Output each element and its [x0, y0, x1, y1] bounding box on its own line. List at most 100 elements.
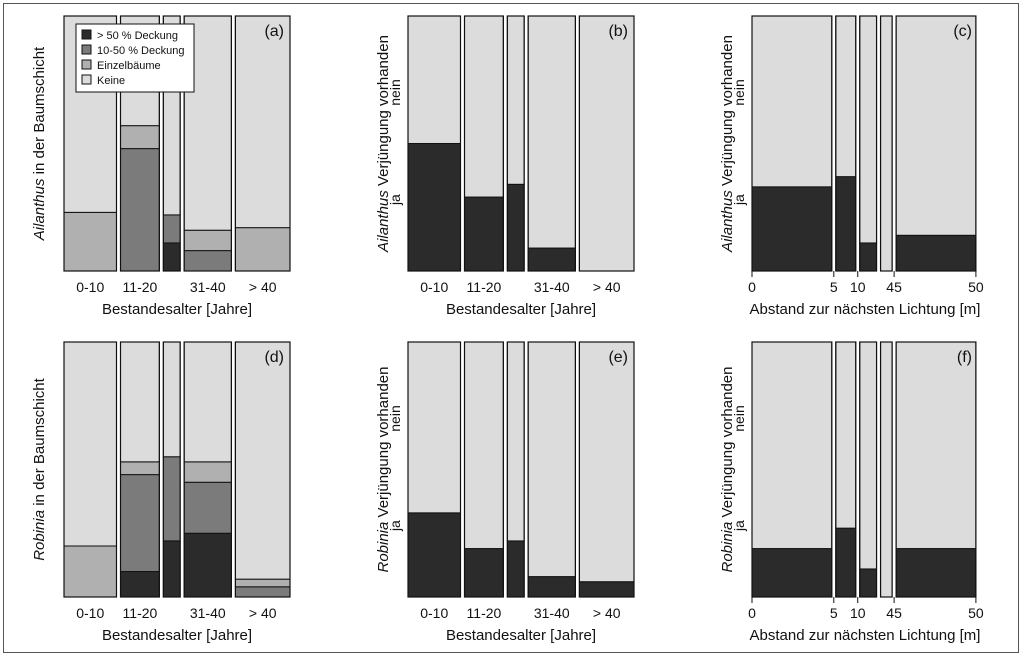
segment-d-2-d1050: [162, 456, 181, 542]
x-tick-label-e-0: 0-10: [420, 605, 448, 621]
x-tick-label-b-4: > 40: [593, 279, 621, 295]
segment-d-3-gt50: [183, 532, 232, 598]
panel-f: (f) 0 5 10 45 50 Abstand zur nächsten Lichtung…: [719, 341, 984, 644]
segment-e-3-ja: [527, 576, 576, 598]
segment-a-1-einzel: [120, 125, 160, 150]
column-outline-e-1: [463, 341, 504, 598]
segment-c-1-ja: [835, 176, 857, 272]
y-category-label-b-nein: nein: [387, 79, 403, 105]
x-tick-label-d-1: 11-20: [123, 605, 158, 621]
column-outline-b-0: [407, 15, 462, 272]
segment-a-2-d1050: [162, 214, 181, 244]
segment-d-1-keine: [120, 341, 160, 463]
panel-b: (b) 0-10 11-20 31-40 > 40 Bestandesalter [Jah…: [375, 15, 635, 318]
x-axis-title-c: Abstand zur nächsten Lichtung [m]: [750, 301, 981, 318]
x-tick-label-b-1: 11-20: [467, 279, 502, 295]
y-category-label-b-ja: ja: [387, 194, 403, 206]
column-outline-e-4: [578, 341, 635, 598]
segment-f-2-ja: [859, 568, 878, 598]
column-outline-a-2: [162, 15, 181, 272]
column-outline-b-4: [578, 15, 635, 272]
x-tick-label-a-3: 31-40: [190, 279, 226, 295]
y-axis-title-f: Robinia Verjüngung vorhanden: [719, 366, 736, 572]
segment-d-4-keine: [234, 341, 291, 580]
legend-swatch-d1050: [81, 44, 92, 55]
column-outline-a-4: [234, 15, 291, 272]
legend-label-d1050: 10-50 % Deckung: [97, 45, 184, 57]
segment-f-0-ja: [751, 548, 833, 598]
panel-d: (d) 0-10 11-20 31-40 > 40 Bestandesalter [Jah…: [31, 341, 291, 644]
segment-f-4-ja: [895, 548, 977, 598]
segment-d-3-d1050: [183, 481, 232, 534]
column-outline-c-1: [835, 15, 857, 272]
x-axis-title-b: Bestandesalter [Jahre]: [446, 301, 596, 318]
panel-label-e: (e): [608, 349, 628, 366]
column-outline-f-0: [751, 341, 833, 598]
y-axis-title-d: Robinia in der Baumschicht: [31, 377, 48, 560]
segment-d-2-gt50: [162, 540, 181, 598]
segment-e-1-nein: [464, 341, 504, 550]
y-category-label-e-nein: nein: [387, 405, 403, 431]
segment-b-0-nein: [407, 15, 461, 144]
segment-f-2-nein: [859, 341, 878, 570]
segment-e-4-nein: [578, 341, 635, 583]
segment-f-1-ja: [835, 527, 857, 598]
panel-e: (e) 0-10 11-20 31-40 > 40 Bestandesalter [Jah…: [375, 341, 635, 644]
x-tick-label-f-3: 45: [886, 605, 902, 621]
legend-swatch-einzel: [81, 59, 92, 70]
column-outline-d-0: [63, 341, 118, 598]
column-outline-d-1: [119, 341, 160, 598]
segment-f-4-nein: [895, 341, 977, 550]
x-tick-label-b-3: 31-40: [534, 279, 570, 295]
column-outline-d-3: [183, 341, 232, 598]
segment-d-3-keine: [183, 341, 232, 463]
x-tick-label-c-1: 5: [830, 279, 838, 295]
segment-d-1-d1050: [120, 474, 160, 573]
legend: > 50 % Deckung 10-50 % Deckung Einzelbäume…: [75, 23, 195, 93]
y-category-label-f-nein: nein: [731, 405, 747, 431]
y-category-label-f-ja: ja: [731, 520, 747, 532]
segment-b-0-ja: [407, 143, 461, 272]
x-tick-label-e-4: > 40: [593, 605, 621, 621]
column-outline-c-4: [895, 15, 977, 272]
column-outline-b-2: [506, 15, 525, 272]
segment-f-0-nein: [751, 341, 833, 550]
segment-a-3-d1050: [183, 250, 232, 272]
segment-d-4-einzel: [234, 578, 291, 588]
y-axis-title-c: Ailanthus Verjüngung vorhanden: [719, 35, 736, 253]
x-tick-label-a-1: 11-20: [123, 279, 158, 295]
x-tick-label-f-1: 5: [830, 605, 838, 621]
column-outline-e-2: [506, 341, 525, 598]
column-outline-b-1: [463, 15, 504, 272]
segment-e-4-ja: [578, 581, 635, 598]
x-axis-title-a: Bestandesalter [Jahre]: [102, 301, 252, 318]
segment-d-0-einzel: [63, 545, 117, 598]
column-outline-b-3: [527, 15, 577, 272]
y-category-label-e-ja: ja: [387, 520, 403, 532]
column-outline-f-1: [835, 341, 857, 598]
legend-box: [75, 23, 195, 93]
legend-label-einzel: Einzelbäume: [97, 60, 161, 72]
segment-c-4-nein: [895, 15, 977, 236]
column-outline-a-0: [63, 15, 118, 272]
segment-c-3-nein: [880, 15, 893, 272]
panel-label-f: (f): [957, 349, 972, 366]
column-outline-c-0: [751, 15, 833, 272]
segment-d-1-einzel: [120, 461, 160, 476]
segment-e-0-nein: [407, 341, 461, 514]
segment-b-2-ja: [506, 183, 525, 272]
segment-c-2-ja: [859, 242, 878, 272]
x-tick-label-c-4: 50: [968, 279, 984, 295]
x-tick-label-f-4: 50: [968, 605, 984, 621]
segment-d-2-keine: [162, 341, 181, 458]
legend-swatch-keine: [81, 74, 92, 85]
x-tick-label-f-2: 10: [850, 605, 866, 621]
x-tick-label-c-3: 45: [886, 279, 902, 295]
segment-e-0-ja: [407, 512, 461, 598]
x-tick-label-e-1: 11-20: [467, 605, 502, 621]
segment-b-1-ja: [464, 196, 504, 272]
segment-a-4-keine: [234, 15, 291, 229]
segment-b-3-ja: [527, 247, 576, 272]
x-tick-label-b-0: 0-10: [420, 279, 448, 295]
